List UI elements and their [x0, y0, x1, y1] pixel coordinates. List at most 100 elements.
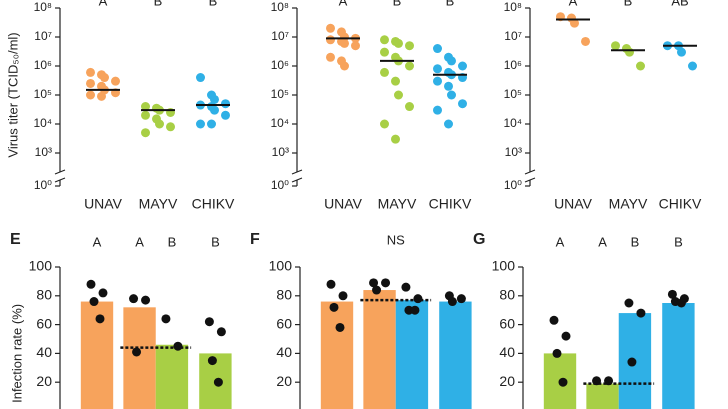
data-point: [380, 67, 389, 77]
y-tick-label: 10⁰: [34, 178, 52, 192]
bar: [395, 300, 429, 409]
y-tick-label: 10⁶: [34, 58, 52, 72]
data-point: [335, 322, 345, 332]
y-tick-label: 60: [36, 315, 52, 331]
significance-letter: B: [446, 0, 455, 8]
data-point: [166, 122, 175, 132]
y-tick-label: 80: [276, 287, 292, 303]
data-point: [129, 294, 139, 304]
data-point: [611, 41, 620, 51]
y-tick-label: 20: [499, 373, 515, 389]
y-tick-label: 10⁷: [34, 29, 52, 43]
y-tick-label: 40: [276, 344, 292, 360]
significance-label: NS: [387, 232, 405, 247]
y-axis-label: Virus titer (TCID₅₀/ml): [5, 32, 20, 157]
data-point: [447, 90, 456, 100]
data-point: [326, 279, 336, 289]
significance-letter: A: [135, 234, 144, 249]
data-point: [326, 52, 335, 62]
data-point: [405, 102, 414, 112]
data-point: [86, 279, 96, 289]
data-point: [173, 341, 183, 351]
data-point: [338, 291, 348, 301]
significance-letter: B: [674, 234, 683, 249]
y-tick-label: 100: [269, 258, 293, 274]
x-tick-label: UNAV: [84, 196, 123, 212]
data-point: [380, 119, 389, 129]
data-point: [216, 327, 226, 337]
y-tick-label: 10³: [35, 145, 52, 159]
data-point: [132, 347, 142, 357]
significance-letter: B: [393, 0, 402, 8]
y-tick-label: 10⁶: [271, 58, 289, 72]
significance-letter: B: [211, 234, 220, 249]
y-tick-label: 10⁵: [504, 87, 522, 101]
axis-break: [291, 169, 303, 183]
panel-label: E: [10, 231, 21, 248]
data-point: [372, 285, 382, 295]
data-point: [447, 56, 456, 66]
data-point: [444, 81, 453, 91]
bar: [586, 383, 619, 409]
data-point: [625, 47, 634, 57]
data-point: [141, 295, 151, 305]
bar: [155, 344, 189, 409]
panel-label: F: [250, 231, 260, 248]
bar: [320, 301, 354, 409]
data-point: [351, 41, 360, 51]
y-tick-label: 10⁵: [34, 87, 52, 101]
data-point: [326, 35, 335, 45]
x-tick-label: CHIKV: [659, 196, 702, 212]
data-point: [405, 41, 414, 51]
data-point: [447, 297, 457, 307]
significance-letter: A: [569, 0, 578, 8]
y-tick-label: 40: [499, 344, 515, 360]
data-point: [636, 61, 645, 71]
y-tick-label: 10⁶: [504, 58, 522, 72]
significance-letter: A: [99, 0, 108, 8]
y-tick-label: 10⁷: [504, 29, 522, 43]
data-point: [413, 294, 423, 304]
significance-letter: B: [209, 0, 218, 8]
data-point: [433, 105, 442, 115]
x-tick-label: CHIKV: [429, 196, 472, 212]
data-point: [456, 294, 466, 304]
data-point: [204, 317, 214, 327]
data-point: [86, 90, 95, 100]
data-point: [95, 314, 105, 324]
data-point: [141, 110, 150, 120]
y-tick-label: 10⁴: [270, 116, 289, 130]
bar: [439, 301, 472, 409]
y-tick-label: 10⁰: [271, 178, 289, 192]
data-point: [196, 73, 205, 83]
axis-break: [54, 169, 66, 183]
y-tick-label: 80: [36, 287, 52, 303]
y-tick-label: 10⁸: [34, 0, 52, 14]
significance-letter: A: [93, 234, 102, 249]
data-point: [97, 91, 106, 101]
axis-break: [524, 169, 536, 183]
data-point: [369, 278, 379, 288]
y-tick-label: 10³: [505, 145, 522, 159]
data-point: [100, 73, 109, 83]
y-tick-label: 20: [36, 373, 52, 389]
data-point: [221, 99, 230, 109]
data-point: [391, 76, 400, 86]
data-point: [458, 61, 467, 71]
data-point: [111, 76, 120, 86]
data-point: [221, 110, 230, 120]
y-tick-label: 10⁷: [271, 29, 289, 43]
data-point: [624, 298, 634, 308]
data-point: [688, 61, 697, 71]
data-point: [394, 38, 403, 48]
data-point: [549, 315, 559, 325]
data-point: [207, 119, 216, 129]
data-point: [627, 357, 637, 367]
y-tick-label: 10³: [272, 145, 289, 159]
y-tick-label: 100: [29, 258, 53, 274]
significance-letter: AB: [671, 0, 688, 8]
y-axis-label: Infection rate (%): [9, 304, 24, 403]
data-point: [89, 297, 99, 307]
significance-letter: A: [598, 234, 607, 249]
data-point: [561, 331, 571, 341]
